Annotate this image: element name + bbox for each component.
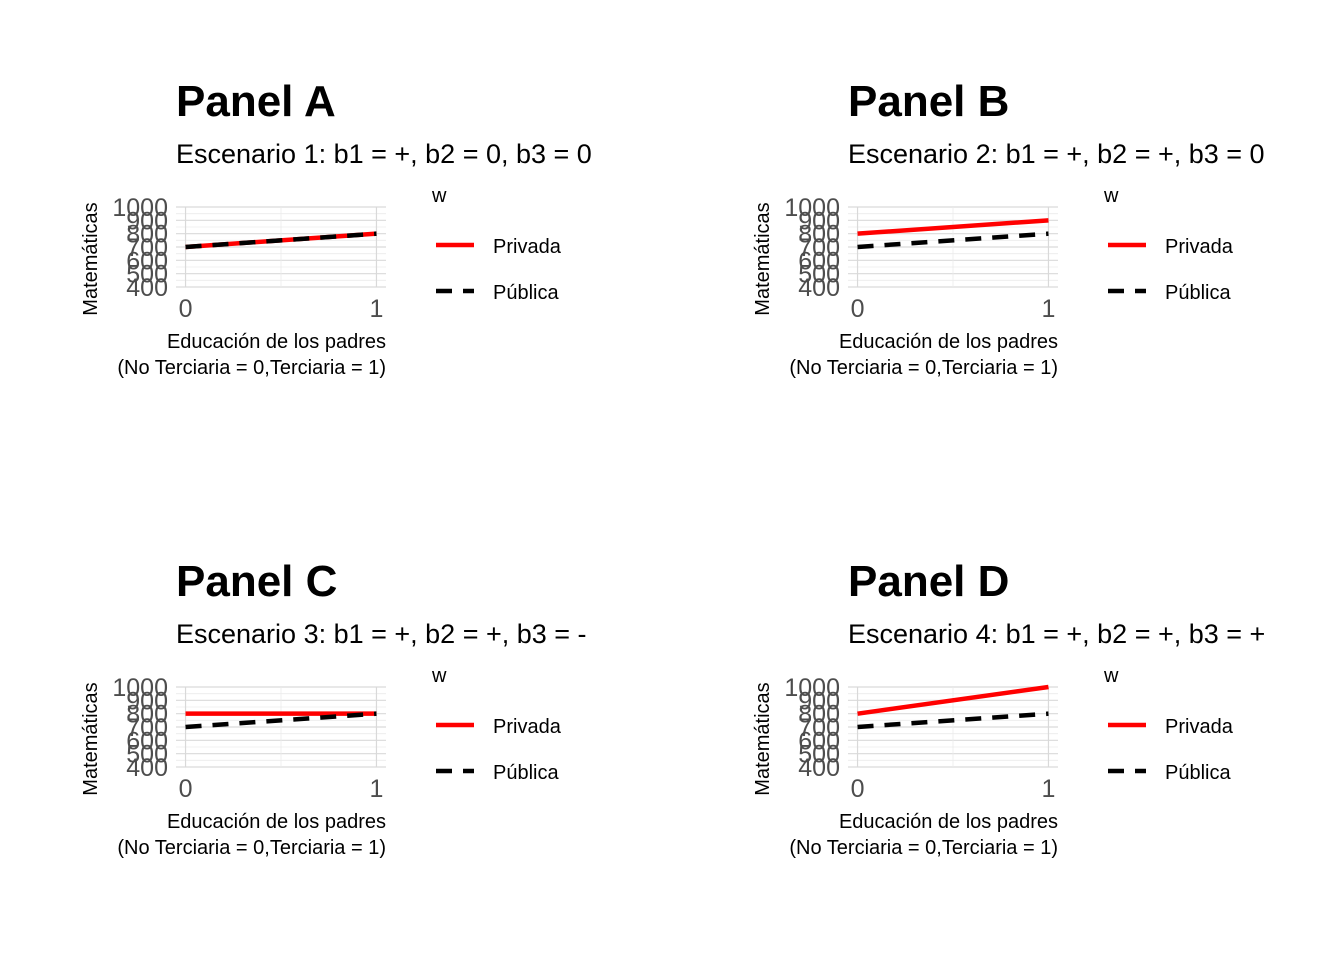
- panel-title: Panel D: [848, 557, 1009, 606]
- y-tick-label: 500: [126, 261, 168, 289]
- legend-title: w: [431, 185, 447, 207]
- x-tick-label: 1: [1042, 295, 1056, 323]
- y-tick-label: 700: [798, 714, 840, 742]
- y-tick-label: 800: [126, 701, 168, 729]
- plot-grid: [176, 686, 386, 768]
- plot-grid: [848, 206, 1058, 288]
- y-tick-label: 1000: [112, 194, 168, 222]
- series-line-publica: [185, 231, 377, 250]
- y-tick-label: 600: [126, 727, 168, 755]
- legend-label: Privada: [1165, 236, 1234, 258]
- series-line-publica: [857, 231, 1049, 250]
- y-tick-label: 400: [798, 754, 840, 782]
- panel-subtitle: Escenario 3: b1 = +, b2 = +, b3 = -: [176, 619, 587, 649]
- x-tick-label: 0: [179, 775, 193, 803]
- legend-title: w: [431, 665, 447, 687]
- x-tick-label: 0: [179, 295, 193, 323]
- y-tick-label: 1000: [784, 674, 840, 702]
- panel-title: Panel B: [848, 77, 1009, 126]
- y-axis-label: Matemáticas: [80, 682, 102, 795]
- y-tick-label: 900: [798, 207, 840, 235]
- legend: w Privada Pública: [431, 665, 562, 784]
- x-axis-label-line: (No Terciaria = 0,Terciaria = 1): [789, 357, 1058, 379]
- panel-title: Panel A: [176, 77, 336, 126]
- y-tick-label: 500: [126, 741, 168, 769]
- x-axis-label-line: (No Terciaria = 0,Terciaria = 1): [117, 837, 386, 859]
- y-tick-label: 900: [798, 687, 840, 715]
- plot-grid: [176, 206, 386, 288]
- panel-subtitle: Escenario 4: b1 = +, b2 = +, b3 = +: [848, 619, 1265, 649]
- legend: w Privada Pública: [1103, 665, 1234, 784]
- y-tick-label: 800: [798, 701, 840, 729]
- legend-label: Pública: [493, 282, 559, 304]
- y-tick-label: 1000: [784, 194, 840, 222]
- y-tick-label: 1000: [112, 674, 168, 702]
- x-tick-label: 1: [370, 775, 384, 803]
- y-tick-label: 400: [798, 274, 840, 302]
- legend-title: w: [1103, 665, 1119, 687]
- y-tick-label: 700: [126, 714, 168, 742]
- x-axis-label-line: Educación de los padres: [167, 811, 386, 833]
- x-axis-label-line: (No Terciaria = 0,Terciaria = 1): [117, 357, 386, 379]
- y-tick-label: 900: [126, 687, 168, 715]
- y-tick-label: 800: [798, 221, 840, 249]
- x-axis-label-line: Educación de los padres: [167, 331, 386, 353]
- chart-panel-2: Panel B Escenario 2: b1 = +, b2 = +, b3 =…: [752, 77, 1265, 379]
- panel-subtitle: Escenario 1: b1 = +, b2 = 0, b3 = 0: [176, 139, 592, 169]
- y-tick-label: 700: [126, 234, 168, 262]
- chart-panel-4: Panel D Escenario 4: b1 = +, b2 = +, b3 =…: [752, 557, 1265, 859]
- y-tick-label: 400: [126, 754, 168, 782]
- legend-label: Pública: [1165, 762, 1231, 784]
- y-tick-label: 400: [126, 274, 168, 302]
- y-tick-label: 500: [798, 261, 840, 289]
- panel-title: Panel C: [176, 557, 337, 606]
- x-tick-label: 1: [1042, 775, 1056, 803]
- x-tick-label: 1: [370, 295, 384, 323]
- legend-title: w: [1103, 185, 1119, 207]
- y-axis-label: Matemáticas: [80, 202, 102, 315]
- y-tick-label: 600: [798, 727, 840, 755]
- x-axis-label-line: (No Terciaria = 0,Terciaria = 1): [789, 837, 1058, 859]
- legend-label: Pública: [493, 762, 559, 784]
- y-tick-label: 800: [126, 221, 168, 249]
- chart-panel-1: Panel A Escenario 1: b1 = +, b2 = 0, b3 =…: [80, 77, 592, 379]
- legend-label: Privada: [493, 236, 562, 258]
- y-axis-label: Matemáticas: [752, 682, 774, 795]
- x-axis-label-line: Educación de los padres: [839, 811, 1058, 833]
- y-tick-label: 500: [798, 741, 840, 769]
- series-line-privada: [857, 684, 1049, 716]
- chart-panel-3: Panel C Escenario 3: b1 = +, b2 = +, b3 =…: [80, 557, 587, 859]
- legend-label: Privada: [493, 716, 562, 738]
- x-tick-label: 0: [851, 775, 865, 803]
- series-line-publica: [185, 711, 377, 730]
- x-tick-label: 0: [851, 295, 865, 323]
- series-line-privada: [857, 218, 1049, 236]
- y-tick-label: 600: [798, 247, 840, 275]
- x-axis-label-line: Educación de los padres: [839, 331, 1058, 353]
- legend-label: Privada: [1165, 716, 1234, 738]
- legend-label: Pública: [1165, 282, 1231, 304]
- series-line-publica: [857, 711, 1049, 730]
- y-tick-label: 900: [126, 207, 168, 235]
- y-axis-label: Matemáticas: [752, 202, 774, 315]
- y-tick-label: 700: [798, 234, 840, 262]
- panel-subtitle: Escenario 2: b1 = +, b2 = +, b3 = 0: [848, 139, 1265, 169]
- legend: w Privada Pública: [1103, 185, 1234, 304]
- y-tick-label: 600: [126, 247, 168, 275]
- legend: w Privada Pública: [431, 185, 562, 304]
